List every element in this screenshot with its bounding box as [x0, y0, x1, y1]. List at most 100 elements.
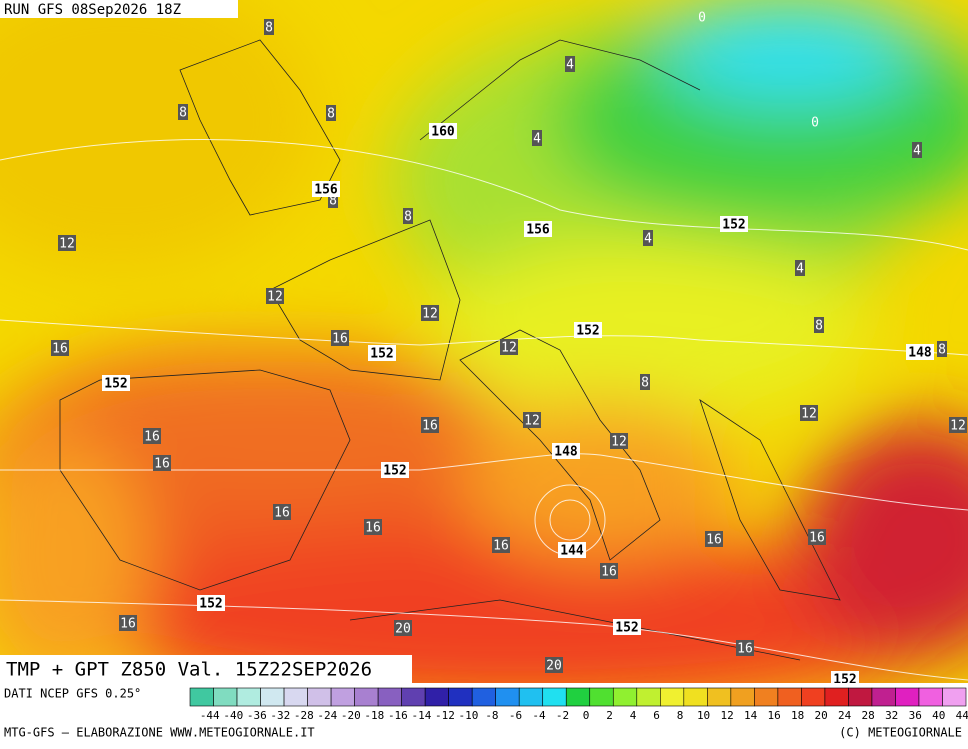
- isotherm-label: 16: [809, 531, 825, 546]
- colorbar-tick-label: -8: [485, 709, 498, 722]
- color-swatch: [754, 687, 779, 707]
- colorbar-tick-label: 40: [932, 709, 945, 722]
- isotherm-label: 4: [533, 132, 541, 147]
- isotherm-label: 16: [737, 642, 753, 657]
- color-swatch: [660, 687, 685, 707]
- colorbar-tick-label: 8: [677, 709, 684, 722]
- colorbar: -44 -40 -36 -32 -28 -24 -20 -18 -16 -14 -12 -10 -8 -6…: [189, 687, 968, 722]
- colorbar-tick-label: 36: [909, 709, 922, 722]
- color-swatch: [283, 687, 308, 707]
- field-title-box: [0, 655, 412, 684]
- height-label: 156: [314, 183, 338, 198]
- height-box: [574, 322, 602, 338]
- color-swatch: [683, 687, 708, 707]
- colorbar-tick-label: -44: [200, 709, 220, 722]
- isotherm-label: 12: [950, 419, 966, 434]
- isotherm-label: 8: [938, 343, 946, 358]
- isotherm-label: 16: [120, 617, 136, 632]
- colorbar-tick-label: 20: [815, 709, 828, 722]
- isotherm-box: [523, 412, 541, 428]
- colorbar-tick-label: -32: [270, 709, 290, 722]
- height-box: [720, 216, 748, 232]
- color-swatch: [777, 687, 802, 707]
- isotherm-label: 4: [913, 144, 921, 159]
- color-swatch: [330, 687, 355, 707]
- colorbar-tick-label: 10: [697, 709, 710, 722]
- isotherm-box: [643, 230, 653, 246]
- colorbar-tick-label: 0: [583, 709, 590, 722]
- colorbar-tick-label: -12: [435, 709, 455, 722]
- isotherm-box: [949, 417, 967, 433]
- isotherm-box: [736, 640, 754, 656]
- map-labels: 8 4 8 8 4 4 8 8 12 4 4 12 12 8 16 16 12 8 8 12 16 16 12 12 16 12 1…: [51, 11, 967, 683]
- color-swatch: [848, 687, 873, 707]
- isotherm-box: [610, 433, 628, 449]
- height-label: 152: [104, 377, 127, 392]
- isotherm-label: 0: [698, 11, 706, 26]
- isotherm-box: [705, 531, 723, 547]
- colorbar-tick-label: 2: [606, 709, 613, 722]
- field-title: TMP + GPT Z850 Val. 15Z22SEP2026: [6, 659, 372, 681]
- color-swatch: [871, 687, 896, 707]
- colorbar-tick-label: 16: [767, 709, 780, 722]
- isotherm-label: 16: [365, 521, 381, 536]
- height-box: [906, 344, 934, 360]
- color-swatch: [424, 687, 449, 707]
- isotherm-label: 8: [329, 194, 337, 209]
- colorbar-tick-label: 28: [862, 709, 875, 722]
- isotherm-box: [264, 19, 274, 35]
- map-field: 8 4 8 8 4 4 8 8 12 4 4 12 12 8 16 16 12 8 8 12 16 16 12 12 16 12 1…: [0, 0, 968, 683]
- colorbar-tick-label: 4: [630, 709, 637, 722]
- height-label: 152: [576, 324, 599, 339]
- isotherm-label: 4: [566, 58, 574, 73]
- color-swatch: [448, 687, 473, 707]
- isotherm-label: 12: [267, 290, 283, 305]
- run-box: [0, 0, 238, 18]
- colorbar-tick-label: 14: [744, 709, 758, 722]
- color-swatch: [495, 687, 520, 707]
- isotherm-box: [912, 142, 922, 158]
- height-box: [102, 375, 130, 391]
- isotherm-label: 0: [811, 116, 819, 131]
- colorbar-tick-label: -6: [509, 709, 522, 722]
- color-swatch: [377, 687, 402, 707]
- isotherm-box: [421, 417, 439, 433]
- color-swatch: [542, 687, 567, 707]
- color-swatch: [942, 687, 967, 707]
- isotherm-label: 8: [265, 21, 273, 36]
- isotherm-label: 12: [611, 435, 627, 450]
- isotherm-box: [795, 260, 805, 276]
- colorbar-tick-label: 12: [720, 709, 733, 722]
- height-label: 152: [370, 347, 393, 362]
- footer-left: MTG-GFS – ELABORAZIONE WWW.METEOGIORNALE…: [4, 726, 315, 740]
- isotherm-box: [532, 130, 542, 146]
- height-box: [831, 671, 859, 683]
- isotherm-label: 12: [501, 341, 517, 356]
- colorbar-tick-label: -2: [556, 709, 569, 722]
- color-swatch: [236, 687, 261, 707]
- isotherm-label: 8: [179, 106, 187, 121]
- color-swatch: [589, 687, 614, 707]
- colorbar-tick-label: 44: [956, 709, 968, 722]
- color-swatch: [636, 687, 661, 707]
- isotherm-label: 16: [52, 342, 68, 357]
- isotherm-box: [800, 405, 818, 421]
- height-label: 148: [554, 445, 578, 460]
- isotherm-box: [143, 428, 161, 444]
- isotherm-label: 16: [144, 430, 160, 445]
- isotherm-label: 12: [801, 407, 817, 422]
- isotherm-box: [273, 504, 291, 520]
- height-label: 152: [383, 464, 406, 479]
- isotherm-label: 12: [524, 414, 540, 429]
- isotherm-box: [266, 288, 284, 304]
- colorbar-tick-label: -14: [411, 709, 431, 722]
- height-label: 152: [722, 218, 745, 233]
- colorbar-tick-label: -4: [532, 709, 546, 722]
- colorbar-tick-label: -36: [247, 709, 267, 722]
- colorbar-tick-label: -10: [458, 709, 478, 722]
- isotherm-box: [640, 374, 650, 390]
- color-swatch: [189, 687, 214, 707]
- isotherm-box: [500, 339, 518, 355]
- height-label: 156: [526, 223, 550, 238]
